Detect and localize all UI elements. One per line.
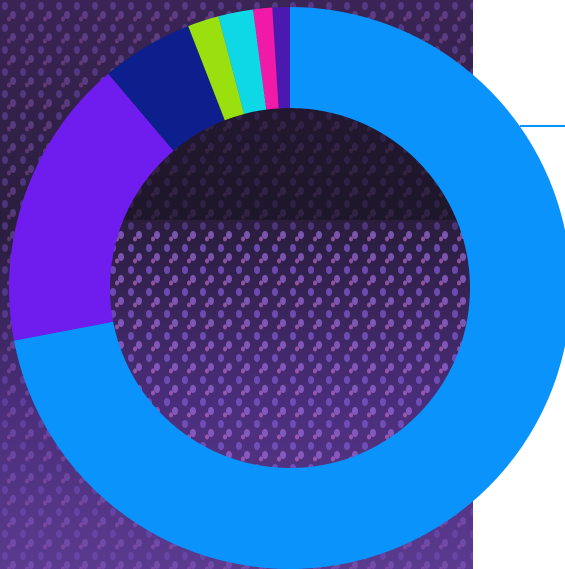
donut-segment <box>188 16 245 121</box>
donut-segment <box>8 73 174 341</box>
donut-segment <box>108 26 225 151</box>
donut <box>8 7 565 569</box>
donut-segment <box>218 9 267 114</box>
donut-segment <box>13 7 565 569</box>
donut-segment <box>253 7 279 110</box>
donut-segment <box>272 7 290 109</box>
